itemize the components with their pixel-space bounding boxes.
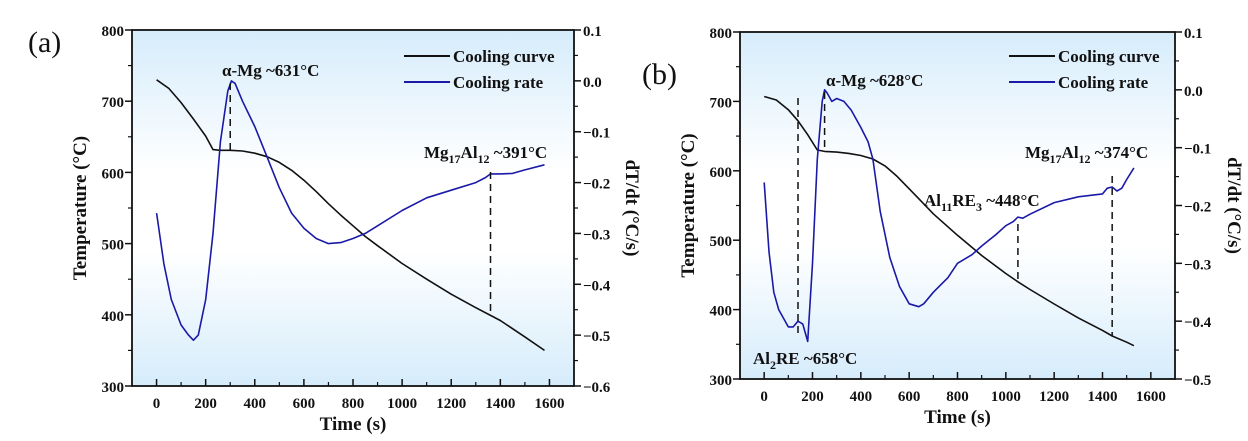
y2-tick-label: 0.1 <box>1184 26 1203 42</box>
annotation-text: ~374°C <box>1091 143 1149 162</box>
y-tick-label: 600 <box>710 165 733 181</box>
y2-tick-label: −0.3 <box>583 227 610 243</box>
x-tick-label: 600 <box>293 396 316 412</box>
x-tick-label: 1400 <box>485 396 515 412</box>
y2-tick-label: −0.1 <box>583 126 610 142</box>
y-tick-label: 400 <box>102 309 125 325</box>
legend: Cooling curve Cooling rate <box>1009 47 1160 92</box>
y-axis-title: Temperature (°C) <box>678 133 699 277</box>
series-line-cooling-curve <box>763 95 1135 347</box>
annotation-subscript: 2 <box>770 358 776 372</box>
annotation-text: RE <box>952 191 976 210</box>
series-line-cooling-rate <box>155 80 545 342</box>
y2-tick-label: −0.4 <box>1184 315 1212 331</box>
y2-tick-label: −0.5 <box>1184 373 1211 389</box>
x-tick-label: 600 <box>898 389 921 405</box>
legend-label: Cooling rate <box>453 73 544 92</box>
annotation-text: Al <box>924 191 941 210</box>
y2-tick-label: −0.6 <box>583 380 611 396</box>
y2-tick-label: −0.2 <box>1184 200 1211 216</box>
series-line-cooling-rate <box>763 89 1135 343</box>
annotation-text: RE <box>776 349 800 368</box>
y2-tick-label: −0.5 <box>583 329 610 345</box>
annotation-label: Al11RE3 ~448°C <box>924 191 1040 214</box>
y2-tick-label: 0.1 <box>583 24 602 40</box>
plot-frame <box>131 29 575 387</box>
chart-panel-b: (b) 0 200 400 600 800 1000 1200 1400 1600 300 400 50… <box>642 26 1244 428</box>
legend-label: Cooling curve <box>453 47 555 66</box>
y-tick-label: 700 <box>102 95 125 111</box>
x-tick-label: 800 <box>342 396 365 412</box>
annotation-label: Al2RE ~658°C <box>753 349 857 372</box>
y-tick-label: 300 <box>710 373 733 389</box>
annotation-subscript: 17 <box>449 152 461 166</box>
series-line-cooling-curve <box>156 79 545 352</box>
y2-tick-label: −0.2 <box>583 177 610 193</box>
panel-label: (a) <box>28 26 61 59</box>
y-tick-label: 500 <box>710 234 733 250</box>
annotation-subscript: 12 <box>1079 152 1091 166</box>
x-tick-label: 200 <box>194 396 217 412</box>
annotation-text: ~448°C <box>982 191 1040 210</box>
annotation-label: α-Mg ~631°C <box>222 61 319 80</box>
x-tick-label: 800 <box>946 389 969 405</box>
annotation-text: Al <box>461 143 478 162</box>
y2-axis-title: dT/dt (°C/s) <box>1223 157 1244 254</box>
legend-label: Cooling rate <box>1058 73 1149 92</box>
x-axis-title: Time (s) <box>320 414 387 435</box>
annotation-label: Mg17Al12 ~374°C <box>1025 143 1148 166</box>
annotation-text: Al <box>753 349 770 368</box>
plot-background <box>740 32 1175 379</box>
y-tick-label: 700 <box>710 95 733 111</box>
x-tick-label: 1000 <box>387 396 417 412</box>
annotation-subscript: 12 <box>478 152 490 166</box>
y-axis-title: Temperature (°C) <box>70 136 91 280</box>
y-tick-label: 300 <box>102 380 125 396</box>
x-tick-label: 0 <box>760 389 768 405</box>
y-tick-label: 600 <box>102 166 125 182</box>
x-axis-title: Time (s) <box>924 407 991 428</box>
annotation-text: ~658°C <box>800 349 858 368</box>
legend-label: Cooling curve <box>1058 47 1160 66</box>
annotation-text: Mg <box>424 143 449 162</box>
y2-tick-label: −0.4 <box>583 278 611 294</box>
x-tick-label: 1200 <box>436 396 466 412</box>
annotation-subscript: 17 <box>1050 152 1062 166</box>
x-tick-label: 200 <box>801 389 824 405</box>
y-tick-label: 400 <box>710 304 733 320</box>
annotation-label: α-Mg ~628°C <box>826 71 923 90</box>
plot-background <box>132 30 574 386</box>
annotation-subscript: 11 <box>941 200 952 214</box>
panel-label: (b) <box>642 58 677 91</box>
x-tick-label: 1600 <box>534 396 564 412</box>
x-tick-label: 400 <box>850 389 873 405</box>
y-tick-label: 800 <box>710 26 733 42</box>
annotation-label: Mg17Al12 ~391°C <box>424 143 547 166</box>
x-tick-label: 1000 <box>991 389 1021 405</box>
x-tick-label: 1200 <box>1039 389 1069 405</box>
x-tick-label: 1400 <box>1088 389 1118 405</box>
annotation-text: Al <box>1062 143 1079 162</box>
y-tick-label: 500 <box>102 238 125 254</box>
y2-tick-label: 0.0 <box>583 75 602 91</box>
y2-axis-title: dT/dt (°C/s) <box>621 160 642 257</box>
y-tick-label: 800 <box>102 24 125 40</box>
annotation-subscript: 3 <box>976 200 982 214</box>
y2-tick-label: −0.3 <box>1184 257 1211 273</box>
y2-tick-label: −0.1 <box>1184 142 1211 158</box>
x-tick-label: 400 <box>244 396 267 412</box>
annotation-text: Mg <box>1025 143 1050 162</box>
x-tick-label: 1600 <box>1136 389 1166 405</box>
x-tick-label: 0 <box>153 396 161 412</box>
chart-panel-a: (a) 0 200 400 600 800 1000 1200 1400 1600 300 400 50… <box>28 24 642 435</box>
plot-frame <box>739 31 1176 380</box>
y2-tick-label: 0.0 <box>1184 84 1203 100</box>
legend: Cooling curve Cooling rate <box>404 47 555 92</box>
annotation-text: ~391°C <box>490 143 548 162</box>
